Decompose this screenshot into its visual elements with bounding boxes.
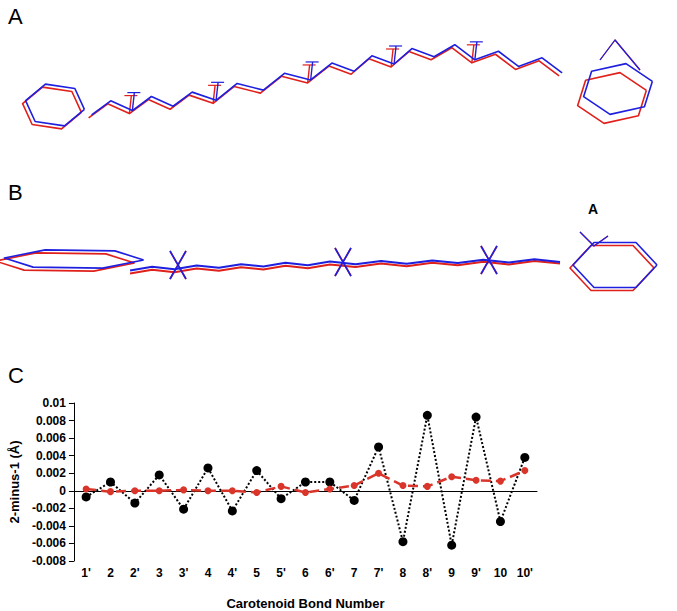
svg-text:6': 6' <box>325 566 335 580</box>
svg-text:0.004: 0.004 <box>36 449 66 463</box>
svg-text:2: 2 <box>107 566 114 580</box>
svg-text:B: B <box>8 180 23 205</box>
svg-text:5': 5' <box>276 566 286 580</box>
svg-text:8': 8' <box>423 566 433 580</box>
svg-text:Carotenoid Bond Number: Carotenoid Bond Number <box>226 596 384 611</box>
svg-text:10': 10' <box>517 566 533 580</box>
svg-text:4: 4 <box>205 566 212 580</box>
svg-text:10: 10 <box>494 566 508 580</box>
svg-text:9: 9 <box>448 566 455 580</box>
svg-text:7': 7' <box>374 566 384 580</box>
svg-text:7: 7 <box>351 566 358 580</box>
svg-text:3: 3 <box>156 566 163 580</box>
svg-text:1': 1' <box>81 566 91 580</box>
svg-text:0.008: 0.008 <box>36 414 66 428</box>
svg-text:A: A <box>588 201 598 217</box>
svg-text:0: 0 <box>59 484 66 498</box>
svg-text:-0.006: -0.006 <box>32 536 66 550</box>
svg-text:2': 2' <box>130 566 140 580</box>
svg-text:-0.004: -0.004 <box>32 519 66 533</box>
svg-text:9': 9' <box>471 566 481 580</box>
svg-text:4': 4' <box>228 566 238 580</box>
svg-text:5: 5 <box>253 566 260 580</box>
svg-text:-0.002: -0.002 <box>32 501 66 515</box>
svg-text:C: C <box>8 363 24 388</box>
svg-text:0.01: 0.01 <box>43 396 67 410</box>
svg-text:6: 6 <box>302 566 309 580</box>
svg-text:0.006: 0.006 <box>36 431 66 445</box>
svg-text:-0.008: -0.008 <box>32 554 66 568</box>
svg-text:0.002: 0.002 <box>36 466 66 480</box>
svg-text:2-minus-1 (Å): 2-minus-1 (Å) <box>7 440 22 523</box>
svg-text:8: 8 <box>400 566 407 580</box>
svg-text:A: A <box>8 4 23 29</box>
svg-text:3': 3' <box>179 566 189 580</box>
